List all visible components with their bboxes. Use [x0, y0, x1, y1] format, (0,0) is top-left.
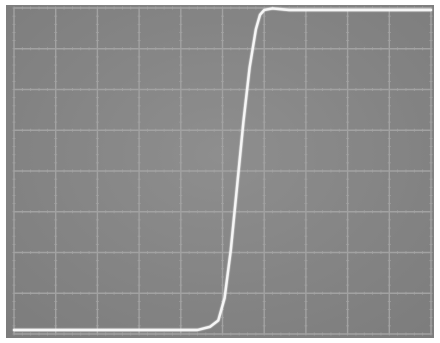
signal-trace: [12, 7, 433, 332]
graticule-minor-ticks: [12, 6, 433, 336]
